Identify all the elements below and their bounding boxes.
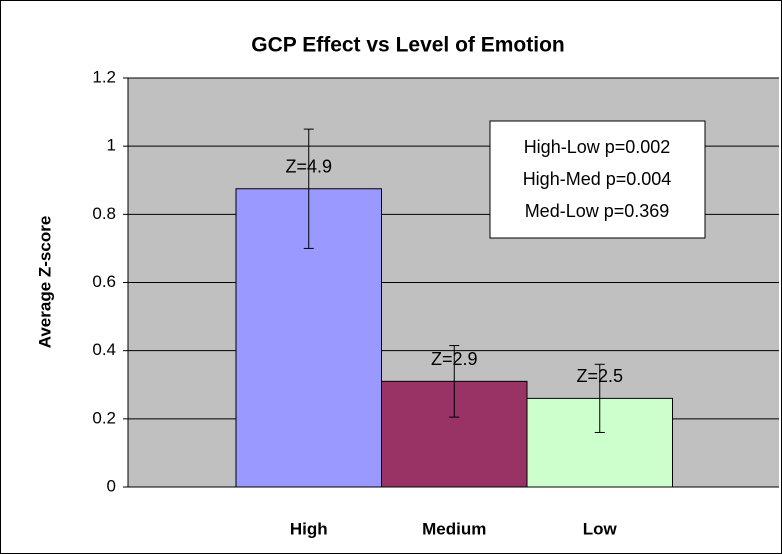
bar-annotation: Z=2.5: [576, 366, 623, 386]
error-bar: [449, 345, 460, 418]
bar-annotation: Z=4.9: [285, 157, 332, 177]
y-tick-label: 1.2: [92, 67, 116, 86]
y-tick-label: 0: [107, 476, 116, 495]
stats-box: [489, 120, 706, 239]
bar-annotation: Z=2.9: [431, 349, 478, 369]
stats-line: Med-Low p=0.369: [525, 201, 670, 221]
y-tick-label: 0.4: [92, 340, 116, 359]
y-tick-label: 0.8: [92, 204, 116, 223]
error-bar: [303, 128, 314, 249]
x-tick-label: High: [290, 519, 328, 538]
y-tick-label: 0.6: [92, 272, 116, 291]
stats-line: High-Low p=0.002: [524, 137, 671, 157]
y-tick-label: 1: [107, 136, 116, 155]
y-tick-label: 0.2: [92, 408, 116, 427]
x-tick-label: Low: [583, 519, 618, 538]
chart-title: GCP Effect vs Level of Emotion: [251, 34, 565, 57]
error-bar: [594, 363, 605, 433]
y-axis-label: Average Z-score: [35, 216, 54, 349]
x-tick-label: Medium: [422, 519, 486, 538]
stats-line: High-Med p=0.004: [523, 169, 672, 189]
